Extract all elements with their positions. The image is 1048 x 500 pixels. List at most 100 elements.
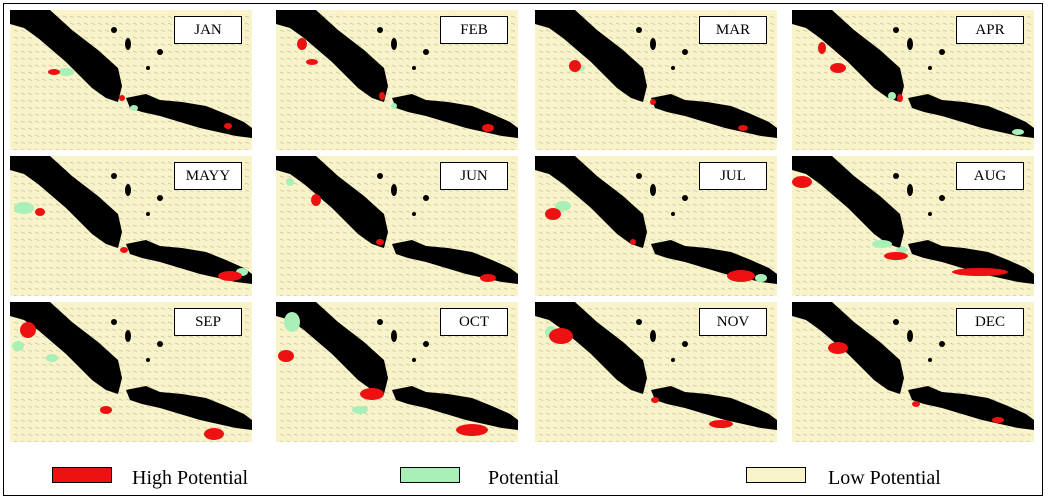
vector-arrow bbox=[349, 252, 355, 255]
vector-arrow bbox=[475, 196, 481, 199]
small-island bbox=[412, 212, 416, 216]
vector-arrow bbox=[844, 120, 850, 123]
vector-arrow bbox=[664, 148, 669, 150]
vector-arrow bbox=[692, 36, 698, 39]
vector-arrow bbox=[34, 50, 40, 53]
vector-arrow bbox=[412, 15, 418, 18]
vector-arrow bbox=[244, 182, 250, 185]
high-potential-zone bbox=[569, 60, 581, 72]
vector-arrow bbox=[286, 120, 292, 123]
vector-arrow bbox=[650, 148, 655, 150]
vector-arrow bbox=[307, 78, 313, 81]
vector-arrow bbox=[963, 43, 969, 46]
vector-arrow bbox=[594, 252, 600, 255]
vector-arrow bbox=[139, 238, 145, 241]
vector-arrow bbox=[830, 148, 835, 150]
vector-arrow bbox=[762, 92, 768, 95]
vector-arrow bbox=[34, 99, 40, 102]
vector-arrow bbox=[405, 210, 411, 213]
vector-arrow bbox=[48, 120, 54, 123]
vector-arrow bbox=[412, 224, 418, 227]
vector-arrow bbox=[97, 189, 103, 192]
vector-arrow bbox=[678, 182, 684, 185]
vector-arrow bbox=[650, 78, 656, 81]
vector-arrow bbox=[433, 196, 439, 199]
vector-arrow bbox=[963, 127, 969, 130]
vector-arrow bbox=[370, 15, 376, 18]
vector-arrow bbox=[496, 141, 502, 144]
vector-arrow bbox=[160, 134, 166, 137]
vector-arrow bbox=[20, 196, 26, 199]
vector-arrow bbox=[762, 245, 768, 248]
vector-arrow bbox=[454, 217, 460, 220]
vector-arrow bbox=[293, 99, 299, 102]
vector-arrow bbox=[566, 245, 572, 248]
vector-arrow bbox=[398, 182, 404, 185]
vector-arrow bbox=[286, 64, 292, 67]
vector-arrow bbox=[97, 22, 103, 25]
vector-arrow bbox=[384, 22, 390, 25]
vector-arrow bbox=[816, 71, 822, 74]
vector-arrow bbox=[615, 287, 621, 290]
vector-arrow bbox=[671, 127, 677, 130]
vector-arrow bbox=[496, 280, 502, 283]
vector-arrow bbox=[907, 57, 913, 60]
vector-arrow bbox=[545, 78, 551, 81]
vector-arrow bbox=[160, 182, 166, 185]
vector-arrow bbox=[482, 217, 488, 220]
vector-arrow bbox=[447, 127, 453, 130]
vector-arrow bbox=[412, 43, 418, 46]
vector-arrow bbox=[741, 64, 747, 67]
vector-arrow bbox=[755, 280, 761, 283]
vector-arrow bbox=[886, 127, 892, 130]
vector-arrow bbox=[426, 85, 432, 88]
vector-arrow bbox=[900, 175, 906, 178]
high-potential-zone bbox=[630, 239, 636, 245]
vector-arrow bbox=[741, 78, 747, 81]
vector-arrow bbox=[510, 231, 516, 234]
vector-arrow bbox=[62, 287, 68, 290]
vector-arrow bbox=[13, 148, 18, 150]
vector-arrow bbox=[34, 43, 40, 46]
vector-arrow bbox=[573, 259, 579, 262]
vector-arrow bbox=[769, 99, 775, 102]
vector-arrow bbox=[48, 127, 54, 130]
vector-arrow bbox=[475, 203, 481, 206]
vector-arrow bbox=[949, 141, 955, 144]
vector-arrow bbox=[447, 57, 453, 60]
vector-arrow bbox=[816, 113, 822, 116]
vector-arrow bbox=[314, 78, 320, 81]
vector-arrow bbox=[664, 196, 670, 199]
vector-arrow bbox=[727, 217, 733, 220]
vector-arrow bbox=[671, 43, 677, 46]
vector-arrow bbox=[879, 43, 885, 46]
vector-arrow bbox=[356, 168, 362, 171]
vector-arrow bbox=[706, 64, 712, 67]
vector-arrow bbox=[643, 189, 649, 192]
vector-arrow bbox=[755, 224, 761, 227]
vector-arrow bbox=[412, 36, 418, 39]
vector-arrow bbox=[858, 113, 864, 116]
vector-arrow bbox=[608, 161, 614, 164]
vector-arrow bbox=[384, 203, 390, 206]
vector-arrow bbox=[1012, 78, 1018, 81]
vector-arrow bbox=[643, 266, 649, 269]
vector-arrow bbox=[629, 273, 635, 276]
vector-arrow bbox=[685, 210, 691, 213]
vector-arrow bbox=[132, 113, 138, 116]
vector-arrow bbox=[879, 182, 885, 185]
vector-arrow bbox=[426, 78, 432, 81]
vector-arrow bbox=[496, 252, 502, 255]
vector-arrow bbox=[195, 273, 201, 276]
vector-arrow bbox=[928, 168, 934, 171]
vector-arrow bbox=[202, 85, 208, 88]
vector-arrow bbox=[293, 238, 299, 241]
vector-arrow bbox=[657, 217, 663, 220]
vector-arrow bbox=[419, 36, 425, 39]
vector-arrow bbox=[900, 127, 906, 130]
vector-arrow bbox=[650, 168, 656, 171]
vector-arrow bbox=[893, 148, 898, 150]
vector-arrow bbox=[363, 168, 369, 171]
vector-arrow bbox=[970, 50, 976, 53]
vector-arrow bbox=[594, 127, 600, 130]
